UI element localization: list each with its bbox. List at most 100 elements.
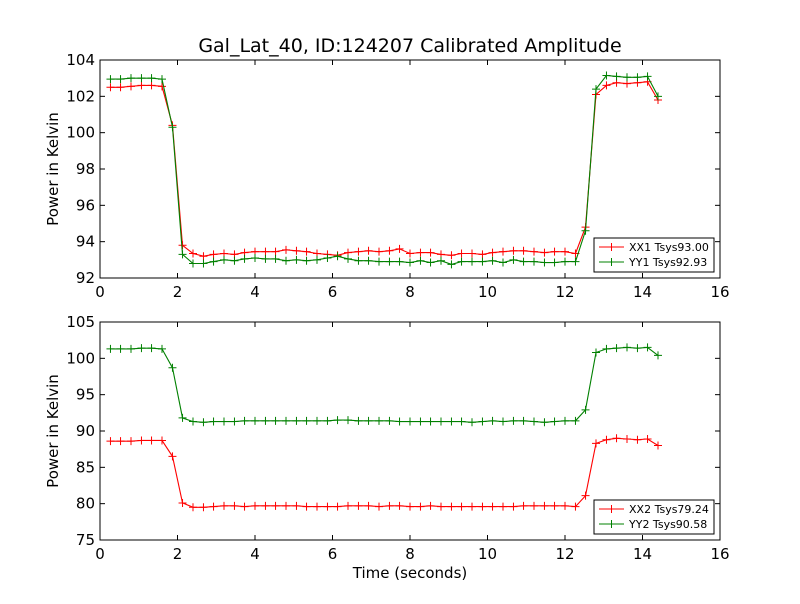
data-point bbox=[261, 501, 270, 510]
y-tick-label: 100 bbox=[66, 124, 95, 142]
y-tick-label: 90 bbox=[76, 422, 95, 440]
data-point bbox=[519, 416, 528, 425]
data-point bbox=[106, 75, 115, 84]
data-point bbox=[199, 418, 208, 427]
x-tick-label: 10 bbox=[478, 283, 497, 301]
x-tick-label: 14 bbox=[633, 545, 652, 563]
data-point bbox=[385, 416, 394, 425]
series-line-yy2 bbox=[110, 346, 659, 423]
data-point bbox=[137, 436, 146, 445]
data-point bbox=[158, 436, 166, 445]
data-point bbox=[323, 416, 332, 425]
data-point bbox=[550, 247, 559, 256]
data-point bbox=[302, 416, 311, 425]
data-point bbox=[147, 436, 156, 445]
data-point bbox=[354, 256, 363, 265]
data-point bbox=[209, 250, 218, 259]
data-point bbox=[406, 417, 414, 426]
data-point bbox=[385, 501, 394, 510]
legend-swatch-marker bbox=[607, 243, 616, 251]
data-point bbox=[540, 501, 549, 510]
data-point bbox=[406, 249, 414, 258]
data-point bbox=[447, 417, 456, 426]
data-point bbox=[509, 255, 518, 264]
x-tick-label: 2 bbox=[173, 283, 183, 301]
data-point bbox=[395, 501, 404, 510]
data-point bbox=[364, 416, 373, 425]
data-point bbox=[292, 246, 301, 255]
x-tick-label: 10 bbox=[478, 545, 497, 563]
data-point bbox=[488, 416, 497, 425]
x-tick-label: 16 bbox=[710, 545, 729, 563]
data-point bbox=[602, 71, 611, 80]
data-point bbox=[158, 344, 166, 353]
data-point bbox=[251, 501, 259, 510]
legend-box bbox=[593, 499, 715, 535]
data-point bbox=[344, 254, 352, 263]
data-point bbox=[540, 248, 549, 257]
data-point bbox=[116, 75, 125, 84]
data-point bbox=[395, 244, 404, 253]
data-point bbox=[499, 502, 507, 511]
data-point bbox=[189, 503, 197, 512]
data-point bbox=[302, 247, 311, 256]
data-point bbox=[292, 255, 301, 264]
data-point bbox=[127, 344, 135, 353]
data-point bbox=[623, 73, 631, 82]
data-point bbox=[220, 501, 228, 510]
data-point bbox=[571, 502, 580, 511]
data-point bbox=[643, 434, 652, 443]
data-point bbox=[488, 502, 497, 511]
data-point bbox=[261, 254, 270, 263]
series-line-yy1 bbox=[110, 74, 659, 265]
y-axis-label: Power in Kelvin bbox=[44, 112, 62, 226]
data-point bbox=[385, 257, 394, 266]
data-point bbox=[654, 92, 662, 101]
data-point bbox=[240, 416, 249, 425]
series-line-xx2 bbox=[110, 437, 659, 508]
data-point bbox=[478, 417, 487, 426]
data-point bbox=[199, 503, 208, 512]
data-point bbox=[375, 416, 383, 425]
data-point bbox=[323, 502, 332, 511]
data-point bbox=[468, 418, 476, 427]
data-point bbox=[488, 256, 497, 265]
y-tick-label: 95 bbox=[76, 386, 95, 404]
top-plot-panel: Power in Kelvin 0 2 4 6 8 10 12 14 16 92 94 96 98 100 1… bbox=[44, 51, 730, 301]
data-point bbox=[168, 363, 177, 372]
data-point bbox=[261, 247, 270, 256]
data-point bbox=[127, 74, 135, 83]
data-point bbox=[282, 245, 290, 254]
data-point bbox=[240, 254, 249, 263]
data-point bbox=[364, 256, 373, 265]
data-point bbox=[416, 502, 425, 511]
data-point bbox=[478, 257, 487, 266]
data-point bbox=[509, 502, 518, 511]
chart-title: Gal_Lat_40, ID:124207 Calibrated Amplitu… bbox=[198, 35, 621, 57]
y-tick-label: 98 bbox=[76, 160, 95, 178]
data-point bbox=[333, 252, 342, 261]
data-point bbox=[364, 246, 373, 255]
data-point bbox=[385, 246, 394, 255]
data-point bbox=[230, 417, 239, 426]
data-point bbox=[633, 73, 642, 82]
data-point bbox=[437, 502, 445, 511]
data-point bbox=[540, 418, 549, 427]
data-point bbox=[158, 82, 166, 91]
x-tick-label: 2 bbox=[173, 545, 183, 563]
data-point bbox=[530, 257, 538, 266]
data-point bbox=[416, 417, 425, 426]
data-point bbox=[271, 416, 280, 425]
data-point bbox=[468, 249, 476, 258]
data-point bbox=[313, 255, 321, 264]
data-point bbox=[364, 501, 373, 510]
data-point bbox=[499, 247, 507, 256]
data-point bbox=[561, 416, 569, 425]
data-point bbox=[395, 257, 404, 266]
legend-entry-label: XX2 Tsys79.24 bbox=[629, 503, 709, 516]
bottom-plot-panel: Power in Kelvin 0 2 4 6 8 10 12 14 16 75 80 85 90 95 10… bbox=[44, 313, 730, 563]
data-point bbox=[220, 255, 228, 264]
y-tick-label: 94 bbox=[76, 233, 95, 251]
x-tick-label: 4 bbox=[250, 283, 260, 301]
